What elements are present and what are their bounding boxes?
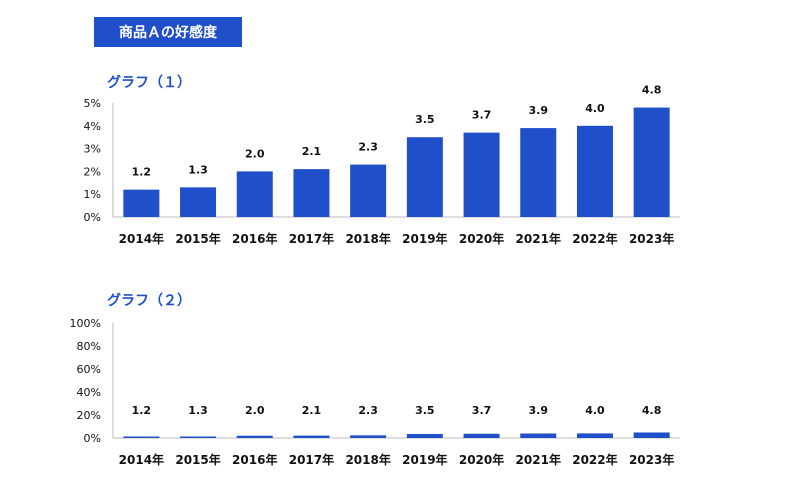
chart-1-ytick-label: 1% xyxy=(84,188,101,201)
chart-1-data-label: 4.0 xyxy=(585,102,605,115)
chart-2-data-label: 4.0 xyxy=(585,404,605,417)
chart-1-bar xyxy=(236,171,273,217)
chart-2-bar xyxy=(463,433,500,438)
chart-2-xtick-label: 2017年 xyxy=(289,452,334,467)
chart-2-xtick-label: 2018年 xyxy=(345,452,390,467)
chart-2-ytick-label: 80% xyxy=(77,340,101,353)
chart-1-xtick-label: 2023年 xyxy=(629,231,674,246)
chart-2-xtick-label: 2019年 xyxy=(402,452,447,467)
chart-1-data-label: 1.3 xyxy=(188,163,208,176)
chart-2-xtick-label: 2014年 xyxy=(119,452,164,467)
chart-1-data-label: 3.7 xyxy=(472,109,492,122)
chart-2-xtick-label: 2021年 xyxy=(516,452,561,467)
chart-2-data-label: 2.1 xyxy=(302,404,322,417)
chart-1-xtick-label: 2016年 xyxy=(232,231,277,246)
chart-1-data-label: 2.0 xyxy=(245,147,265,160)
chart-1-xtick-label: 2019年 xyxy=(402,231,447,246)
chart-2-data-label: 3.9 xyxy=(529,404,549,417)
chart-2-data-label: 1.2 xyxy=(132,404,152,417)
chart-1-bar xyxy=(463,132,500,217)
chart-1-data-label: 2.1 xyxy=(302,145,322,158)
chart-2-data-label: 4.8 xyxy=(642,404,662,417)
chart-2-xtick-label: 2023年 xyxy=(629,452,674,467)
chart-2-data-label: 3.5 xyxy=(415,404,435,417)
chart-1-xtick-label: 2015年 xyxy=(175,231,220,246)
chart-2-bar xyxy=(180,436,217,438)
chart-1-xtick-label: 2020年 xyxy=(459,231,504,246)
chart-2-bar xyxy=(236,435,273,438)
chart-2-ytick-label: 60% xyxy=(77,363,101,376)
chart-2-ytick-label: 0% xyxy=(84,432,101,445)
chart-1-bar xyxy=(406,137,443,217)
chart-2-ytick-label: 100% xyxy=(70,317,101,330)
chart-2-bar xyxy=(350,435,387,438)
chart-1-ytick-label: 2% xyxy=(84,165,101,178)
chart-1-xtick-label: 2022年 xyxy=(572,231,617,246)
chart-1-xtick-label: 2018年 xyxy=(345,231,390,246)
chart-1-ytick-label: 3% xyxy=(84,143,101,156)
chart-2-data-label: 2.0 xyxy=(245,404,265,417)
chart-1-ytick-label: 5% xyxy=(84,97,101,110)
chart-2-xtick-label: 2020年 xyxy=(459,452,504,467)
chart-1-bar xyxy=(520,128,557,217)
chart-1-data-label: 3.5 xyxy=(415,113,435,126)
chart-2-data-label: 3.7 xyxy=(472,404,492,417)
chart-1-data-label: 4.8 xyxy=(642,84,662,97)
chart-1-ytick-label: 4% xyxy=(84,120,101,133)
chart-1-bar xyxy=(576,125,613,217)
chart-1-xtick-label: 2014年 xyxy=(119,231,164,246)
page-title: 商品Ａの好感度 xyxy=(94,17,242,47)
chart-2-data-label: 1.3 xyxy=(188,404,208,417)
chart-2-bar xyxy=(520,433,557,438)
chart-2-bar xyxy=(406,433,443,438)
chart-2-ytick-label: 20% xyxy=(77,409,101,422)
chart-2-bar xyxy=(576,433,613,438)
chart-2-xtick-label: 2015年 xyxy=(175,452,220,467)
chart-1-xtick-label: 2017年 xyxy=(289,231,334,246)
chart-1-bar xyxy=(123,189,160,217)
chart-2-bar xyxy=(293,435,330,438)
chart-2-bar xyxy=(123,436,160,438)
chart-2-xtick-label: 2016年 xyxy=(232,452,277,467)
chart-1-title: グラフ（１） xyxy=(107,75,191,91)
chart-2-bar xyxy=(633,432,670,438)
chart-1-data-label: 1.2 xyxy=(132,166,152,179)
chart-1-bar xyxy=(180,187,217,217)
chart-1-ytick-label: 0% xyxy=(84,211,101,224)
chart-1-data-label: 3.9 xyxy=(529,104,549,117)
chart-2-xtick-label: 2022年 xyxy=(572,452,617,467)
chart-1-bar xyxy=(350,164,387,217)
chart-2-title: グラフ（２） xyxy=(107,293,191,309)
chart-1-xtick-label: 2021年 xyxy=(516,231,561,246)
chart-1-bar xyxy=(293,169,330,217)
chart-1-bar xyxy=(633,107,670,217)
chart-2-data-label: 2.3 xyxy=(358,404,378,417)
chart-1-data-label: 2.3 xyxy=(358,141,378,154)
chart-2-ytick-label: 40% xyxy=(77,386,101,399)
